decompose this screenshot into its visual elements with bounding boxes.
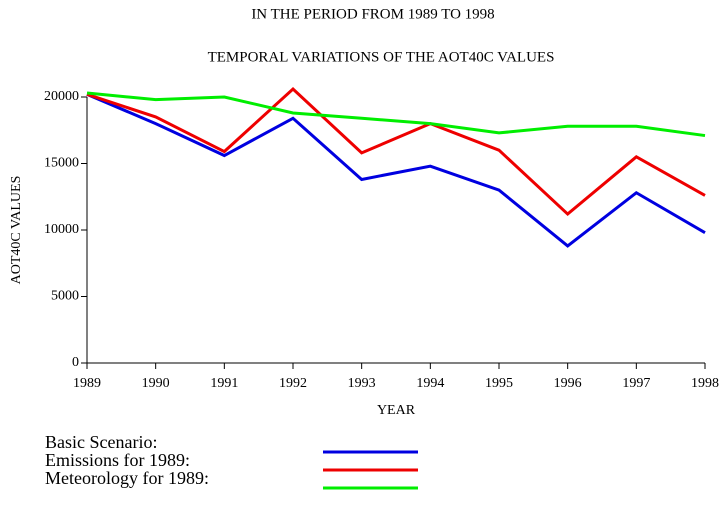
chart-subtitle: IN THE PERIOD FROM 1989 TO 1998 — [251, 6, 494, 22]
x-tick-label: 1993 — [348, 376, 376, 391]
y-axis-label: AOT40C VALUES — [9, 176, 24, 285]
y-tick-label: 20000 — [44, 89, 79, 104]
legend-label: Basic Scenario: — [45, 432, 157, 452]
x-tick-label: 1997 — [622, 376, 650, 391]
series-line — [86, 91, 706, 138]
y-tick-label: 5000 — [51, 289, 79, 304]
x-tick-label: 1990 — [142, 376, 170, 391]
chart-title: TEMPORAL VARIATIONS OF THE AOT40C VALUES — [208, 49, 555, 65]
series-line — [86, 92, 706, 248]
legend-label: Meteorology for 1989: — [45, 468, 209, 488]
legend-label: Emissions for 1989: — [45, 450, 190, 470]
x-tick-label: 1994 — [416, 376, 444, 391]
x-tick-label: 1989 — [73, 376, 101, 391]
y-tick-label: 0 — [72, 355, 79, 370]
x-tick-label: 1996 — [554, 376, 582, 391]
x-axis-label: YEAR — [377, 403, 416, 418]
x-tick-label: 1998 — [691, 376, 719, 391]
series-line — [86, 86, 706, 217]
x-tick-label: 1992 — [279, 376, 307, 391]
y-tick-label: 10000 — [44, 222, 79, 237]
y-tick-label: 15000 — [44, 156, 79, 171]
x-tick-label: 1995 — [485, 376, 513, 391]
x-tick-label: 1991 — [210, 376, 238, 391]
